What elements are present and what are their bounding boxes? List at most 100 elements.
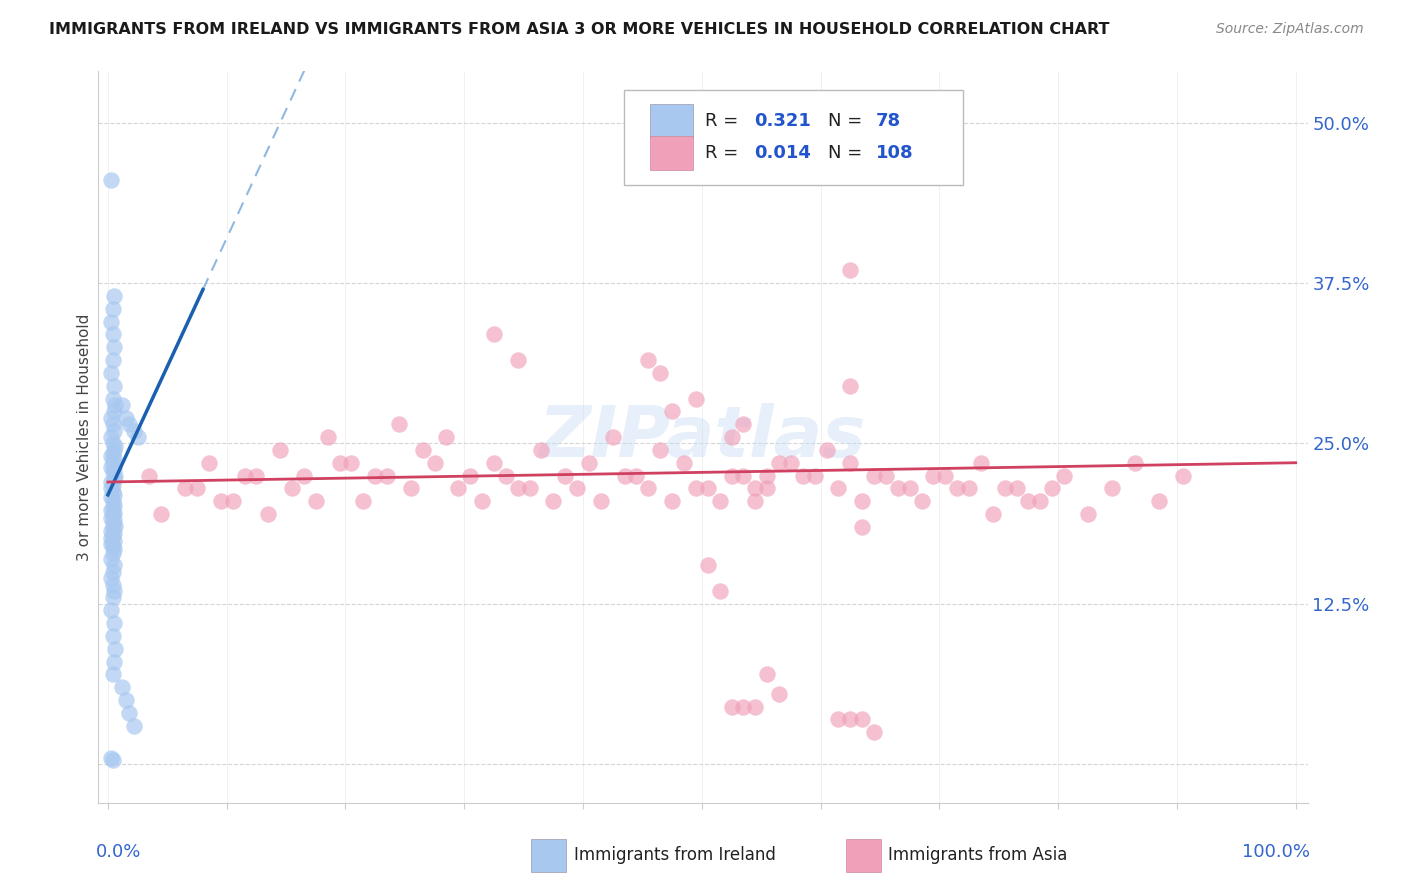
Point bbox=[233, 468, 256, 483]
Point bbox=[101, 465, 124, 479]
Point bbox=[100, 524, 122, 538]
Point bbox=[101, 477, 124, 491]
Point bbox=[103, 424, 125, 438]
Point bbox=[696, 558, 718, 573]
Point bbox=[506, 353, 529, 368]
Point bbox=[101, 591, 124, 605]
Point bbox=[103, 534, 125, 549]
Point bbox=[780, 456, 803, 470]
Text: R =: R = bbox=[706, 145, 744, 162]
Point bbox=[898, 482, 921, 496]
Point bbox=[100, 491, 122, 505]
Point bbox=[198, 456, 221, 470]
Point bbox=[257, 507, 280, 521]
Point bbox=[101, 417, 124, 432]
Point bbox=[519, 482, 541, 496]
Point bbox=[100, 511, 122, 525]
Point bbox=[851, 520, 873, 534]
Text: 78: 78 bbox=[876, 112, 901, 130]
Point bbox=[637, 482, 659, 496]
Point bbox=[101, 392, 124, 406]
Point bbox=[118, 417, 141, 432]
Point bbox=[506, 482, 529, 496]
Point bbox=[482, 327, 505, 342]
Point bbox=[100, 475, 122, 489]
Point bbox=[613, 468, 636, 483]
Point bbox=[839, 456, 862, 470]
Point bbox=[744, 494, 766, 508]
Text: 108: 108 bbox=[876, 145, 914, 162]
Point bbox=[186, 482, 208, 496]
Point bbox=[1053, 468, 1076, 483]
Point bbox=[101, 539, 124, 553]
Point bbox=[100, 366, 122, 380]
Point bbox=[839, 263, 862, 277]
Point bbox=[100, 315, 122, 329]
Point bbox=[602, 430, 624, 444]
Point bbox=[981, 507, 1004, 521]
Point bbox=[100, 482, 122, 496]
Point bbox=[281, 482, 304, 496]
Point bbox=[827, 161, 849, 175]
Point bbox=[423, 456, 446, 470]
Point bbox=[720, 468, 742, 483]
Point bbox=[101, 521, 124, 535]
Point bbox=[122, 719, 145, 733]
Point bbox=[733, 699, 755, 714]
Point bbox=[209, 494, 232, 508]
Point bbox=[221, 494, 243, 508]
Point bbox=[851, 712, 873, 726]
Point bbox=[650, 442, 672, 457]
Point bbox=[1040, 482, 1063, 496]
Point bbox=[495, 468, 517, 483]
Point bbox=[352, 494, 374, 508]
Point bbox=[101, 545, 124, 559]
Point bbox=[101, 436, 124, 450]
Point bbox=[412, 442, 434, 457]
Point bbox=[100, 459, 122, 474]
Point bbox=[375, 468, 398, 483]
Point bbox=[565, 482, 588, 496]
Point bbox=[364, 468, 387, 483]
Text: 100.0%: 100.0% bbox=[1241, 843, 1310, 861]
Text: Source: ZipAtlas.com: Source: ZipAtlas.com bbox=[1216, 22, 1364, 37]
Text: 0.0%: 0.0% bbox=[96, 843, 142, 861]
Point bbox=[101, 577, 124, 591]
Point bbox=[138, 468, 160, 483]
Point bbox=[934, 468, 956, 483]
Point bbox=[471, 494, 494, 508]
Point bbox=[111, 681, 134, 695]
Text: 0.321: 0.321 bbox=[754, 112, 811, 130]
Point bbox=[756, 667, 779, 681]
Point bbox=[269, 442, 291, 457]
Point bbox=[101, 494, 124, 508]
Point bbox=[1101, 482, 1123, 496]
Point bbox=[103, 289, 125, 303]
Point bbox=[756, 482, 779, 496]
Point bbox=[1077, 507, 1099, 521]
Point bbox=[970, 456, 993, 470]
Point bbox=[100, 430, 122, 444]
Point bbox=[100, 410, 122, 425]
Point bbox=[101, 629, 124, 643]
Point bbox=[104, 641, 127, 656]
Point bbox=[1147, 494, 1170, 508]
Point bbox=[305, 494, 328, 508]
Point bbox=[101, 353, 124, 368]
Point bbox=[946, 482, 969, 496]
Point bbox=[447, 482, 470, 496]
Point bbox=[100, 751, 122, 765]
Point bbox=[768, 456, 790, 470]
Point bbox=[340, 456, 363, 470]
Point bbox=[103, 526, 125, 541]
Text: ZIPatlas: ZIPatlas bbox=[540, 402, 866, 472]
Point bbox=[578, 456, 600, 470]
Point bbox=[101, 516, 124, 530]
Point bbox=[1029, 494, 1052, 508]
Point bbox=[114, 693, 136, 707]
Point bbox=[101, 485, 124, 500]
Point bbox=[685, 482, 707, 496]
Point bbox=[661, 494, 683, 508]
Point bbox=[122, 424, 145, 438]
Text: Immigrants from Ireland: Immigrants from Ireland bbox=[574, 847, 776, 864]
